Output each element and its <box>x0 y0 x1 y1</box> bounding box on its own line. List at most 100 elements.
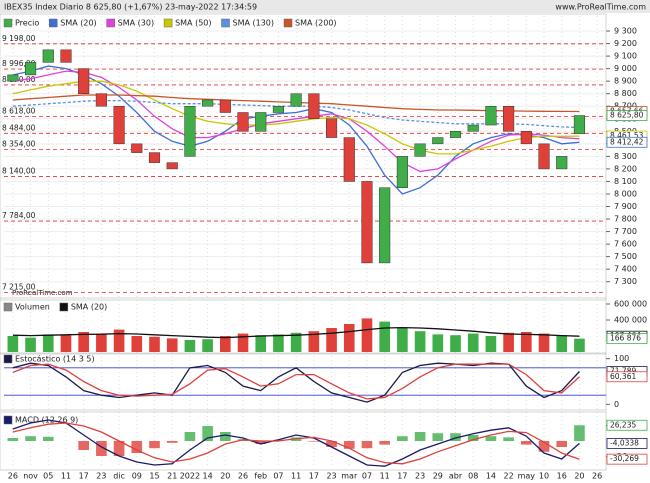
legend-swatch <box>3 415 13 425</box>
y-tick-label: 9 300 <box>614 27 637 36</box>
y-tick-label: 7 900 <box>614 202 637 211</box>
candle <box>131 143 143 153</box>
candle <box>485 105 497 126</box>
histogram-bar <box>467 435 479 441</box>
legend-swatch <box>3 354 13 364</box>
y-tick-label: 8 200 <box>614 164 637 173</box>
legend-swatch <box>106 18 115 28</box>
candle <box>573 115 586 135</box>
candle <box>308 93 320 120</box>
volume-bar <box>361 318 373 352</box>
x-tick-label: 05 <box>43 472 53 481</box>
x-tick-label: 11 <box>380 472 390 481</box>
value-marker-label: -4,0338 <box>610 438 639 447</box>
chart-subtitle: www.ProRealTime.com <box>555 3 646 12</box>
histogram-bar <box>432 433 444 441</box>
macd-line <box>12 419 580 467</box>
candle <box>467 124 479 132</box>
volume-bar <box>343 324 355 352</box>
histogram-bar <box>78 441 89 450</box>
histogram-bar <box>308 441 320 442</box>
y-tick-label: 9 000 <box>614 64 637 73</box>
candle <box>42 49 54 63</box>
candle <box>449 131 462 138</box>
volume-bar <box>450 335 461 352</box>
y-tick-label: 0 <box>614 400 619 409</box>
histogram-bar <box>255 441 267 444</box>
value-marker <box>606 136 648 148</box>
candle <box>414 143 426 157</box>
chart-title: IBEX35 Index Diario 8 625,80 (+1,67%) 23… <box>4 3 257 12</box>
panel-frame <box>0 13 607 301</box>
legend-label: SMA (200) <box>295 19 337 28</box>
legend-swatch <box>163 18 173 28</box>
y-tick-label: 7 300 <box>614 277 637 286</box>
legend-label: SMA (30) <box>118 19 154 28</box>
x-tick-label: 26 <box>8 472 18 481</box>
histogram-bar <box>220 432 231 441</box>
histogram-bar <box>96 441 107 456</box>
x-tick-label: 11 <box>61 472 71 481</box>
legend-label: SMA (130) <box>233 19 275 28</box>
x-tick-label: 07 <box>273 472 283 481</box>
candle <box>78 68 90 94</box>
level-label: 7 215,00 <box>2 282 36 291</box>
candle <box>166 162 178 170</box>
y-tick-label: 600 000 <box>614 300 647 309</box>
candle <box>503 105 515 132</box>
x-tick-label: may <box>518 472 536 481</box>
volume-bar <box>485 336 497 352</box>
histogram-bar <box>574 425 585 441</box>
y-tick-label: 8 000 <box>614 189 637 198</box>
candle <box>7 74 19 82</box>
histogram-bar <box>166 441 178 443</box>
level-label: 8 484,00 <box>2 123 36 132</box>
x-tick-label: 2022 <box>180 472 200 481</box>
volume-bar <box>7 336 19 352</box>
histogram-bar <box>7 438 19 441</box>
value-marker <box>606 333 648 345</box>
header-bar <box>0 0 650 13</box>
x-tick-label: 14 <box>203 472 213 481</box>
histogram-bar <box>450 433 461 441</box>
x-tick-label: dic <box>113 472 125 481</box>
x-tick-label: 16 <box>557 472 567 481</box>
y-tick-label: 8 300 <box>614 152 637 161</box>
legend-swatch <box>48 18 58 28</box>
candle <box>184 105 196 157</box>
histogram-bar <box>521 441 532 445</box>
x-tick-label: 15 <box>149 472 159 481</box>
y-tick-label: 9 100 <box>614 52 637 61</box>
value-marker-label: 8 412,42 <box>610 137 644 146</box>
legend-label: MACD (12 26 9) <box>15 416 78 425</box>
value-marker <box>606 453 648 465</box>
panel-frame <box>0 411 607 471</box>
histogram-bar <box>25 436 36 441</box>
x-tick-label: 17 <box>309 472 319 481</box>
volume-bar <box>149 336 160 352</box>
volume-bar <box>25 337 36 352</box>
histogram-bar <box>414 432 426 441</box>
y-tick-label: 7 400 <box>614 265 637 274</box>
candle <box>272 105 285 113</box>
level-label: 8 996,00 <box>2 59 36 68</box>
histogram-bar <box>131 441 143 453</box>
y-tick-label: 7 600 <box>614 240 637 249</box>
candle <box>237 112 249 132</box>
level-label: 7 784,00 <box>2 211 36 220</box>
sma-line <box>12 70 580 173</box>
y-tick-label: 100 <box>614 354 629 363</box>
candle <box>520 131 532 145</box>
value-marker-label: -30,269 <box>610 454 639 463</box>
volume-bar <box>78 332 89 352</box>
x-tick-label: 09 <box>132 472 142 481</box>
volume-bar <box>166 338 178 352</box>
x-tick-label: 23 <box>415 472 425 481</box>
value-marker-label: 60,361 <box>610 372 636 381</box>
value-marker <box>606 371 648 383</box>
volume-bar <box>556 335 568 352</box>
value-marker-label: 71,789 <box>610 367 636 376</box>
panel-frame <box>0 297 607 355</box>
value-marker <box>606 110 648 121</box>
